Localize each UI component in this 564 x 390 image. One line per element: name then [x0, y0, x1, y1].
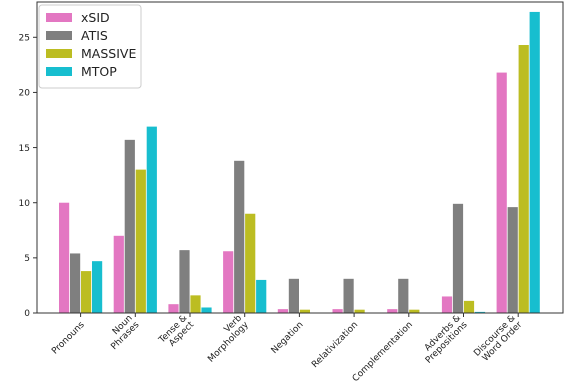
bar-xsid-5	[277, 309, 288, 313]
bar-xsid-8	[441, 296, 453, 313]
bar-massive-5	[299, 309, 310, 313]
bar-xsid-4	[223, 251, 234, 313]
bar-massive-1	[81, 271, 92, 313]
plot-frame	[36, 1, 564, 314]
bar-atis-4	[234, 160, 245, 313]
bar-mtop-3	[201, 307, 212, 313]
bar-mtop-4	[256, 279, 267, 313]
x-tick-label-2: NounPhrases	[103, 313, 142, 352]
bar-mtop-9	[529, 11, 540, 313]
bar-atis-9	[507, 207, 518, 313]
x-tick-label-9: Discourse &Word Order	[472, 313, 524, 365]
legend-label-massive: MASSIVE	[81, 46, 136, 61]
legend-swatch-xsid	[46, 13, 72, 22]
bar-massive-8	[463, 300, 475, 313]
bar-atis-8	[452, 203, 464, 313]
legend-label-xsid: xSID	[81, 10, 110, 25]
bar-atis-3	[179, 250, 190, 313]
bar-mtop-2	[146, 126, 157, 313]
y-tick-label-20: 20	[19, 89, 31, 99]
bar-massive-7	[409, 309, 420, 313]
bar-xsid-7	[387, 309, 398, 313]
bar-massive-2	[135, 169, 146, 313]
bar-xsid-6	[332, 309, 343, 313]
y-tick-label-0: 0	[24, 309, 30, 319]
bar-massive-3	[190, 295, 201, 313]
bar-mtop-8	[474, 311, 486, 313]
bar-xsid-9	[496, 72, 507, 313]
legend-label-atis: ATIS	[81, 28, 108, 43]
bar-atis-1	[70, 253, 81, 313]
legend-swatch-atis	[46, 31, 72, 40]
bar-massive-4	[245, 213, 256, 313]
bar-atis-5	[288, 278, 299, 313]
y-tick-label-25: 25	[19, 33, 30, 43]
y-tick-label-5: 5	[24, 254, 30, 264]
x-tick-label-1: Pronouns	[50, 320, 87, 357]
bar-mtop-1	[92, 261, 103, 313]
legend: xSID ATIS MASSIVE MTOP	[38, 4, 142, 89]
bar-xsid-1	[59, 202, 70, 313]
x-tick-label-6: Relativization	[310, 320, 360, 370]
bar-atis-2	[124, 139, 135, 313]
x-tick-label-4: VerbMorphology	[200, 313, 252, 365]
bar-atis-7	[398, 278, 409, 313]
x-tick-label-8: Adverbs &Prepositions	[417, 313, 470, 366]
bar-atis-6	[343, 278, 354, 313]
legend-label-mtop: MTOP	[81, 64, 117, 79]
bar-massive-9	[518, 45, 529, 313]
bar-massive-6	[354, 309, 365, 313]
x-tick-label-5: Negation	[270, 320, 306, 356]
legend-swatch-mtop	[46, 67, 72, 76]
legend-swatch-massive	[46, 49, 72, 58]
bar-xsid-2	[113, 235, 124, 313]
x-tick-label-7: Complementation	[351, 320, 415, 384]
y-tick-label-15: 15	[19, 144, 30, 154]
bar-xsid-3	[168, 304, 179, 313]
bars-layer	[59, 11, 540, 313]
y-tick-label-10: 10	[19, 199, 31, 209]
x-tick-label-3: Tense &Aspect	[157, 313, 197, 353]
